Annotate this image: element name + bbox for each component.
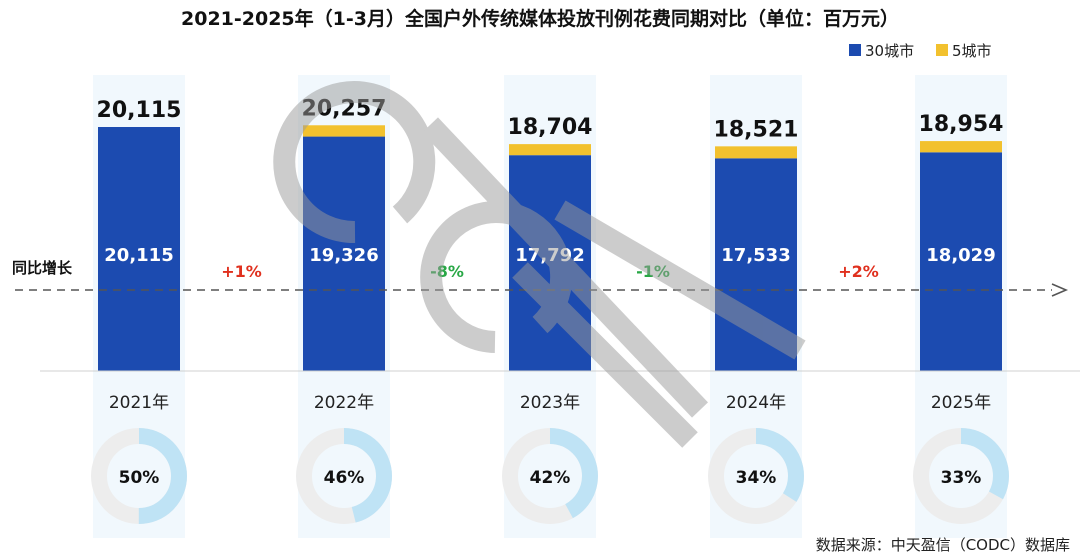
bar-5-cities bbox=[303, 125, 385, 137]
year-labels: 2021年 2022年 2023年 2024年 2025年 bbox=[109, 393, 991, 413]
total-value-label: 18,521 bbox=[714, 117, 799, 142]
inner-value-label: 17,533 bbox=[721, 245, 790, 266]
legend: 30城市 5城市 bbox=[849, 42, 992, 60]
inner-value-label: 19,326 bbox=[309, 245, 378, 266]
codc-watermark bbox=[273, 81, 806, 448]
watermark-stroke bbox=[273, 81, 436, 244]
donut-percent-label: 46% bbox=[324, 468, 365, 488]
donut-arc bbox=[502, 428, 598, 524]
donut-arc bbox=[91, 428, 187, 524]
total-value-label: 18,954 bbox=[919, 112, 1004, 137]
donut-arc bbox=[708, 428, 804, 524]
legend-label-5: 5城市 bbox=[952, 42, 992, 60]
total-value-label: 18,704 bbox=[508, 115, 593, 140]
donut-percent-label: 33% bbox=[941, 468, 982, 488]
bar-30-cities bbox=[920, 152, 1002, 371]
inner-value-label: 18,029 bbox=[926, 245, 995, 266]
growth-value-label: +1% bbox=[221, 262, 262, 281]
donut-percent-label: 42% bbox=[530, 468, 571, 488]
year-label: 2021年 bbox=[109, 393, 169, 413]
donuts-layer: 50% 46% 42% 34% 33% bbox=[91, 428, 1009, 524]
donut-arc bbox=[913, 428, 1009, 524]
bar-5-cities bbox=[715, 146, 797, 159]
total-value-label: 20,115 bbox=[97, 98, 182, 123]
bar-30-cities bbox=[98, 127, 180, 371]
watermark-stroke bbox=[554, 200, 806, 360]
donut-arc bbox=[296, 428, 392, 524]
year-label: 2023年 bbox=[520, 393, 580, 413]
watermark-stroke bbox=[512, 262, 698, 448]
chart-title: 2021-2025年（1-3月）全国户外传统媒体投放刊例花费同期对比（单位：百万… bbox=[181, 7, 899, 30]
bar-5-cities bbox=[920, 141, 1002, 153]
bar-30-cities bbox=[303, 136, 385, 371]
watermark-stroke bbox=[422, 117, 708, 418]
legend-swatch-30 bbox=[849, 44, 861, 56]
year-label: 2024年 bbox=[726, 393, 786, 413]
growth-side-label: 同比增长 bbox=[12, 259, 73, 277]
growth-value-label: +2% bbox=[838, 262, 879, 281]
growth-arrow-icon bbox=[1051, 283, 1069, 297]
source-text: 数据来源：中天盈信（CODC）数据库 bbox=[816, 536, 1070, 554]
donut-percent-label: 50% bbox=[119, 468, 160, 488]
donut-percent-label: 34% bbox=[736, 468, 777, 488]
legend-swatch-5 bbox=[936, 44, 948, 56]
legend-label-30: 30城市 bbox=[865, 42, 914, 60]
inner-value-label: 20,115 bbox=[104, 245, 173, 266]
year-label: 2025年 bbox=[931, 393, 991, 413]
bar-5-cities bbox=[509, 144, 591, 156]
year-label: 2022年 bbox=[314, 393, 374, 413]
